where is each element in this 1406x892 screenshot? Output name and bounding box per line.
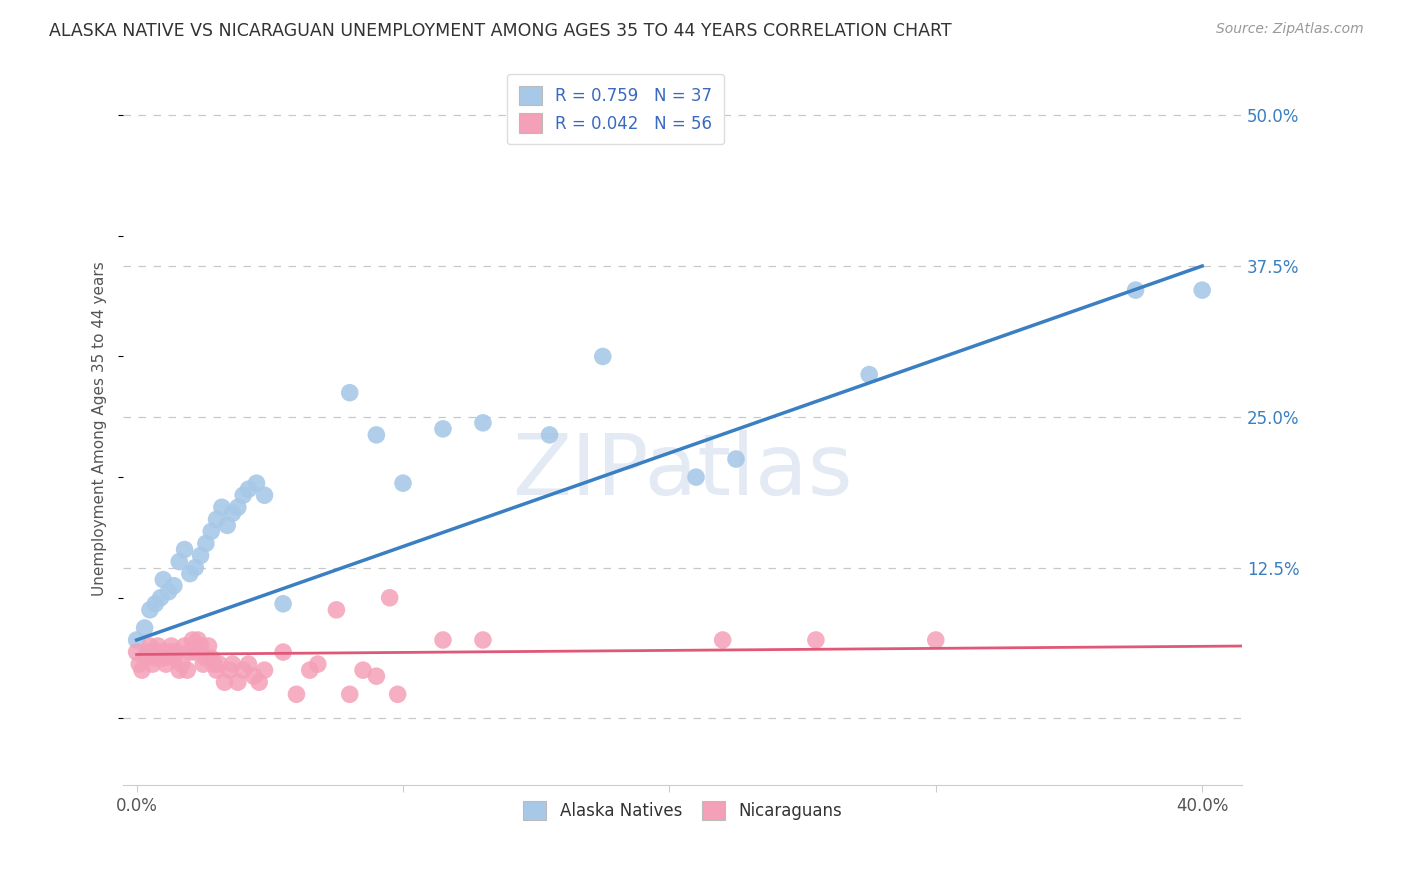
Point xyxy=(149,591,172,605)
Point xyxy=(202,657,225,672)
Point xyxy=(173,542,195,557)
Point xyxy=(392,476,415,491)
Point xyxy=(143,651,166,665)
Point xyxy=(1125,283,1147,297)
Point xyxy=(200,651,222,665)
Point xyxy=(134,651,156,665)
Point xyxy=(471,632,494,647)
Point xyxy=(205,663,228,677)
Point xyxy=(125,645,148,659)
Point xyxy=(217,518,239,533)
Point xyxy=(176,663,198,677)
Point xyxy=(804,632,827,647)
Point xyxy=(247,675,270,690)
Point xyxy=(1191,283,1213,297)
Point xyxy=(139,603,162,617)
Point xyxy=(184,560,207,574)
Point xyxy=(134,621,156,635)
Point xyxy=(592,350,614,364)
Point xyxy=(194,651,217,665)
Point xyxy=(387,687,409,701)
Point xyxy=(685,470,707,484)
Point xyxy=(858,368,880,382)
Point xyxy=(325,603,347,617)
Point xyxy=(167,555,190,569)
Point xyxy=(298,663,321,677)
Point xyxy=(253,663,276,677)
Point xyxy=(160,639,183,653)
Point xyxy=(170,657,193,672)
Point xyxy=(366,428,388,442)
Point xyxy=(143,597,166,611)
Point xyxy=(128,657,150,672)
Point xyxy=(925,632,948,647)
Point xyxy=(205,512,228,526)
Point xyxy=(152,573,174,587)
Point xyxy=(724,452,747,467)
Point xyxy=(271,597,294,611)
Point xyxy=(136,645,159,659)
Point xyxy=(157,645,180,659)
Point xyxy=(163,651,186,665)
Point xyxy=(125,632,148,647)
Point xyxy=(232,663,254,677)
Point xyxy=(238,657,260,672)
Point xyxy=(190,639,212,653)
Point xyxy=(155,657,177,672)
Point xyxy=(221,657,243,672)
Point xyxy=(167,663,190,677)
Point xyxy=(184,645,207,659)
Point xyxy=(352,663,374,677)
Point xyxy=(285,687,308,701)
Point xyxy=(149,645,172,659)
Point xyxy=(243,669,266,683)
Point xyxy=(471,416,494,430)
Point xyxy=(253,488,276,502)
Point xyxy=(173,639,195,653)
Text: Source: ZipAtlas.com: Source: ZipAtlas.com xyxy=(1216,22,1364,37)
Point xyxy=(226,675,249,690)
Text: ZIPatlas: ZIPatlas xyxy=(512,430,853,513)
Point xyxy=(378,591,401,605)
Point xyxy=(339,687,361,701)
Point xyxy=(271,645,294,659)
Point xyxy=(221,506,243,520)
Point xyxy=(432,422,454,436)
Point xyxy=(366,669,388,683)
Point xyxy=(432,632,454,647)
Point xyxy=(232,488,254,502)
Point xyxy=(179,645,201,659)
Point xyxy=(157,584,180,599)
Point xyxy=(538,428,561,442)
Point xyxy=(179,566,201,581)
Point xyxy=(245,476,267,491)
Text: ALASKA NATIVE VS NICARAGUAN UNEMPLOYMENT AMONG AGES 35 TO 44 YEARS CORRELATION C: ALASKA NATIVE VS NICARAGUAN UNEMPLOYMENT… xyxy=(49,22,952,40)
Point xyxy=(218,663,240,677)
Point xyxy=(208,657,231,672)
Point xyxy=(187,632,209,647)
Point xyxy=(166,645,188,659)
Point xyxy=(142,657,165,672)
Point xyxy=(163,579,186,593)
Point xyxy=(214,675,236,690)
Point xyxy=(238,482,260,496)
Point xyxy=(226,500,249,515)
Point xyxy=(131,663,153,677)
Point xyxy=(200,524,222,539)
Y-axis label: Unemployment Among Ages 35 to 44 years: Unemployment Among Ages 35 to 44 years xyxy=(93,261,107,596)
Point xyxy=(211,500,233,515)
Point xyxy=(197,639,219,653)
Point xyxy=(307,657,329,672)
Point xyxy=(181,632,204,647)
Point xyxy=(190,549,212,563)
Point xyxy=(194,536,217,550)
Legend: Alaska Natives, Nicaraguans: Alaska Natives, Nicaraguans xyxy=(513,790,852,830)
Point xyxy=(152,651,174,665)
Point xyxy=(711,632,734,647)
Point xyxy=(193,657,215,672)
Point xyxy=(139,639,162,653)
Point xyxy=(339,385,361,400)
Point xyxy=(146,639,169,653)
